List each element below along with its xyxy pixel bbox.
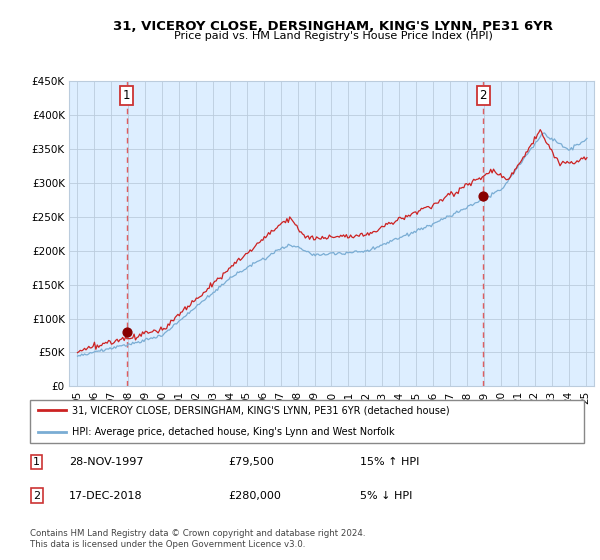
Text: £79,500: £79,500	[228, 457, 274, 467]
Text: 1: 1	[33, 457, 40, 467]
Text: 17-DEC-2018: 17-DEC-2018	[69, 491, 143, 501]
Text: 2: 2	[33, 491, 40, 501]
Point	[122, 328, 131, 337]
FancyBboxPatch shape	[30, 399, 584, 444]
Text: 15% ↑ HPI: 15% ↑ HPI	[360, 457, 419, 467]
Text: 1: 1	[123, 89, 130, 102]
Text: Contains HM Land Registry data © Crown copyright and database right 2024.
This d: Contains HM Land Registry data © Crown c…	[30, 529, 365, 549]
Text: 2: 2	[479, 89, 487, 102]
Text: 28-NOV-1997: 28-NOV-1997	[69, 457, 143, 467]
Text: Price paid vs. HM Land Registry's House Price Index (HPI): Price paid vs. HM Land Registry's House …	[173, 31, 493, 41]
Text: £280,000: £280,000	[228, 491, 281, 501]
Text: 5% ↓ HPI: 5% ↓ HPI	[360, 491, 412, 501]
Text: 31, VICEROY CLOSE, DERSINGHAM, KING'S LYNN, PE31 6YR: 31, VICEROY CLOSE, DERSINGHAM, KING'S LY…	[113, 20, 553, 32]
Point	[478, 192, 488, 201]
Text: HPI: Average price, detached house, King's Lynn and West Norfolk: HPI: Average price, detached house, King…	[72, 427, 395, 437]
Text: 31, VICEROY CLOSE, DERSINGHAM, KING'S LYNN, PE31 6YR (detached house): 31, VICEROY CLOSE, DERSINGHAM, KING'S LY…	[72, 405, 449, 416]
